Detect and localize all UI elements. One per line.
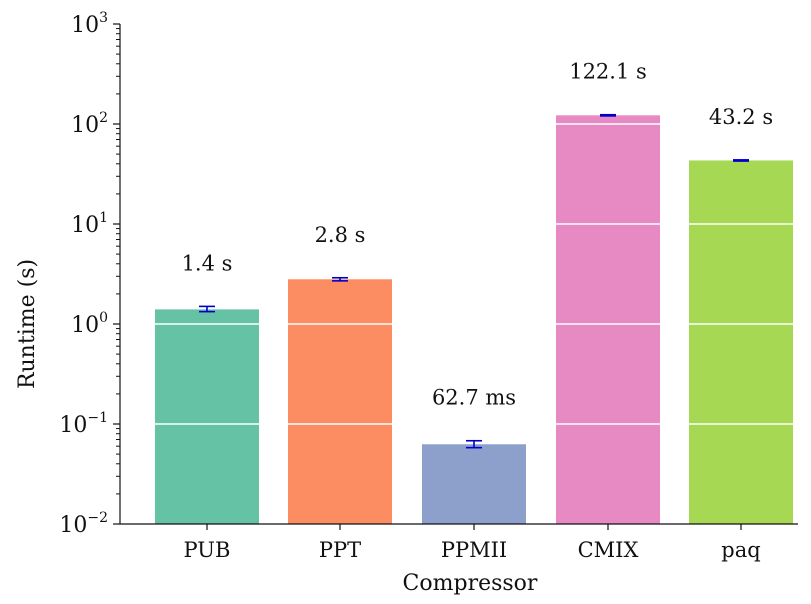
data-label-cmix: 122.1 s [569, 60, 647, 84]
bar-paq [689, 160, 793, 524]
y-tick-label: 102 [71, 110, 108, 138]
bars-layer [155, 115, 793, 524]
bar-ppmii [422, 444, 526, 524]
x-tick-label-cmix: CMIX [578, 538, 639, 562]
y-tick-label: 10−2 [59, 510, 108, 538]
bar-cmix [556, 115, 660, 524]
x-tick-label-ppmii: PPMII [441, 538, 507, 562]
bar-ppt [288, 279, 392, 524]
axes-layer: 10−2 10−1 100 101 102 103 [59, 10, 798, 538]
x-axis-title: Compressor [403, 571, 538, 596]
x-tick-label-pub: PUB [184, 538, 231, 562]
bar-pub [155, 309, 259, 524]
x-tick-label-ppt: PPT [319, 538, 361, 562]
x-tick-label-paq: paq [721, 538, 760, 562]
data-label-paq: 43.2 s [709, 105, 773, 129]
error-bars-layer [199, 113, 749, 449]
data-label-ppt: 2.8 s [315, 223, 366, 247]
y-tick-label: 10−1 [59, 410, 108, 438]
data-label-ppmii: 62.7 ms [432, 386, 516, 410]
data-label-pub: 1.4 s [182, 251, 233, 275]
inner-grid-layer [155, 123, 793, 425]
y-axis-title: Runtime (s) [15, 259, 40, 389]
labels-layer: PUB PPT PPMII CMIX paq 1.4 s 2.8 s 62.7 ms 122.1… [182, 60, 774, 562]
y-tick-label: 103 [71, 10, 108, 38]
y-tick-label: 100 [71, 310, 108, 338]
y-tick-label: 101 [71, 210, 108, 238]
